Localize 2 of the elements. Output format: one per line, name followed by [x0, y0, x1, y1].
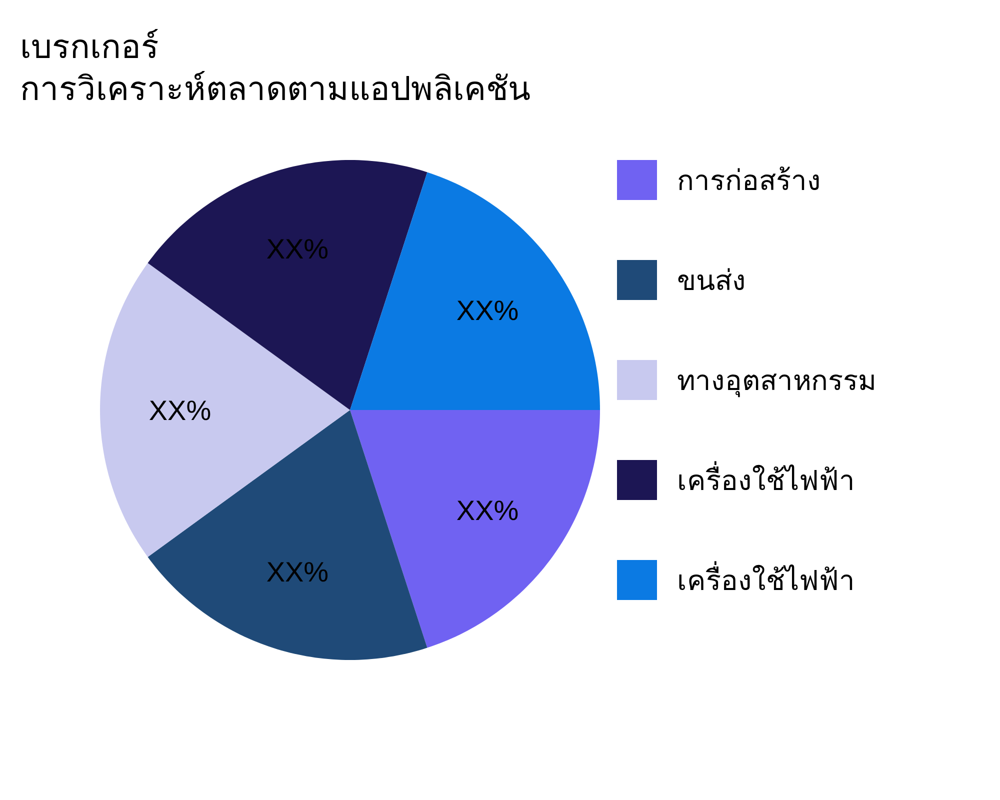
- title: เบรกเกอร์: [20, 28, 159, 65]
- subtitle: การวิเคราะห์ตลาดตามแอปพลิเคชัน: [20, 70, 531, 107]
